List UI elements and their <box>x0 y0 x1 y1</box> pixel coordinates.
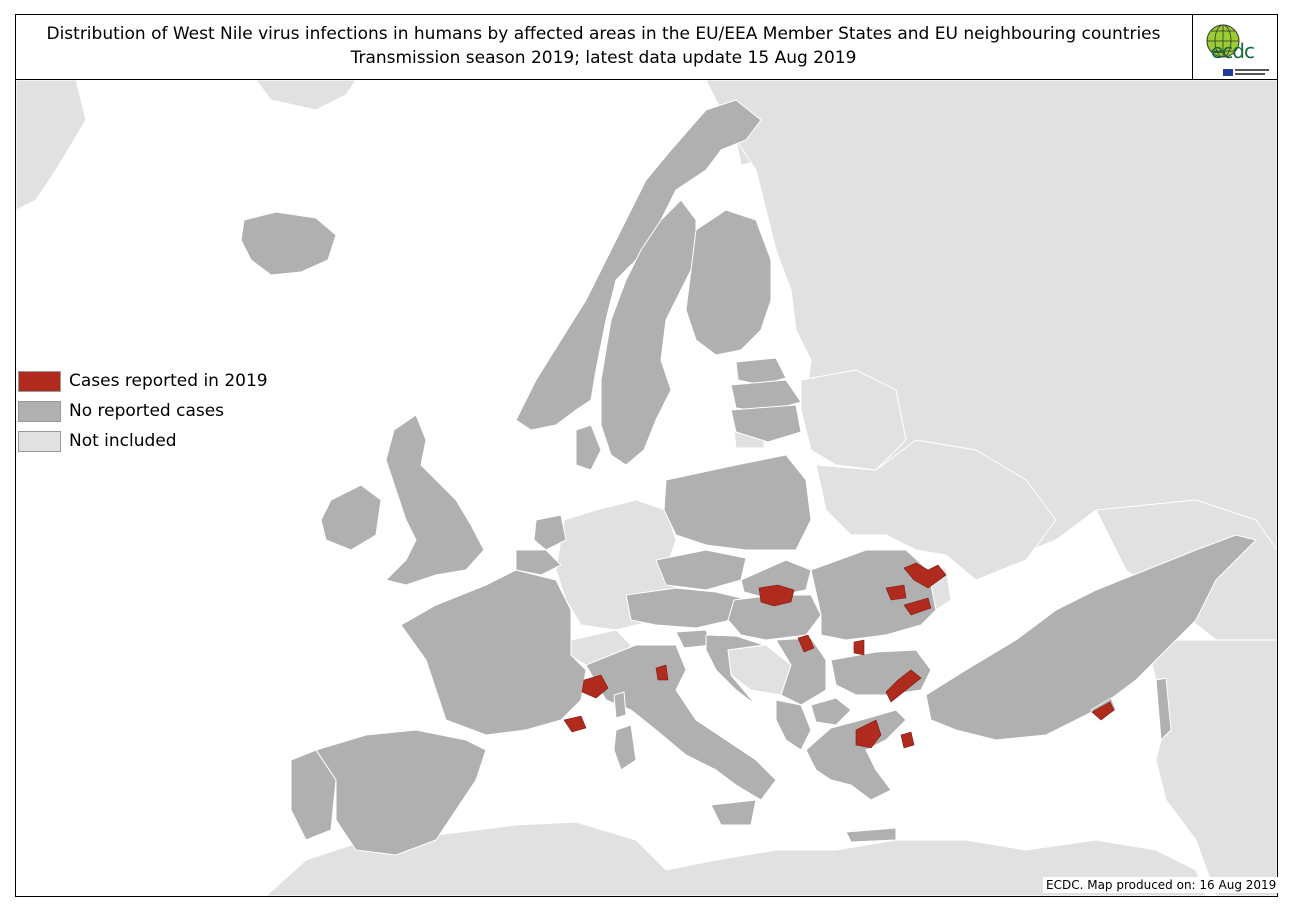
portugal <box>290 749 337 841</box>
united-kingdom <box>385 414 485 586</box>
affected-area-greece-central <box>900 731 915 749</box>
greece <box>805 709 907 801</box>
romania <box>810 549 937 641</box>
norway <box>515 99 762 431</box>
title-box: Distribution of West Nile virus infectio… <box>16 15 1191 79</box>
legend-item-no-cases: No reported cases <box>18 399 278 423</box>
sweden <box>600 199 697 466</box>
affected-area-greece-north <box>855 719 882 749</box>
lithuania <box>730 404 802 443</box>
affected-area-cyprus <box>1091 701 1115 721</box>
affected-area-italy <box>655 664 669 681</box>
legend-item-cases: Cases reported in 2019 <box>18 369 278 393</box>
affected-area-romania-east <box>903 562 947 589</box>
montenegro-albania <box>775 699 812 751</box>
map-header: Distribution of West Nile virus infectio… <box>15 14 1278 80</box>
ecdc-globe-logo-icon <box>1206 24 1269 76</box>
italy <box>585 644 777 801</box>
legend-swatch-not-included <box>18 431 61 452</box>
france <box>400 569 587 736</box>
poland <box>663 454 812 551</box>
affected-area-romania-south <box>885 584 907 601</box>
legend-label-no-cases: No reported cases <box>69 401 225 421</box>
map-area: Cases reported in 2019 No reported cases… <box>16 80 1277 896</box>
iceland <box>240 211 337 276</box>
denmark <box>575 424 602 471</box>
bulgaria <box>830 649 932 696</box>
legend-label-cases: Cases reported in 2019 <box>69 371 268 391</box>
belgium <box>515 549 562 576</box>
europe-map <box>16 80 1277 896</box>
crete <box>845 827 897 843</box>
austria <box>625 587 742 629</box>
sicily <box>710 799 757 826</box>
slovakia <box>740 559 812 599</box>
map-subtitle: Transmission season 2019; latest data up… <box>350 48 857 68</box>
legend-label-not-included: Not included <box>69 431 177 451</box>
affected-area-romania-southeast <box>903 597 932 616</box>
affected-area-france-alps <box>581 674 609 699</box>
spain <box>315 729 487 856</box>
turkey <box>925 534 1257 741</box>
north-macedonia <box>810 697 852 726</box>
ireland <box>320 484 382 551</box>
sardinia <box>613 724 637 771</box>
greenland-region <box>16 80 357 211</box>
map-title: Distribution of West Nile virus infectio… <box>46 24 1161 44</box>
croatia <box>705 634 765 706</box>
affected-area-france-south <box>563 715 587 733</box>
affected-area-serbia-east <box>853 639 865 656</box>
map-credit: ECDC. Map produced on: 16 Aug 2019 <box>1043 877 1280 893</box>
finland <box>685 209 772 356</box>
affected-area-hungary <box>758 584 795 607</box>
affected-area-bulgaria <box>885 669 922 703</box>
ecdc-wordmark: ecdc <box>1211 39 1255 63</box>
ukraine-region <box>815 439 1057 581</box>
ecdc-logo: ecdc <box>1192 15 1277 79</box>
legend-swatch-cases <box>18 371 61 392</box>
serbia <box>775 637 827 706</box>
legend-item-not-included: Not included <box>18 429 278 453</box>
affected-area-serbia-north <box>797 634 815 653</box>
netherlands <box>533 514 567 551</box>
corsica <box>613 691 627 719</box>
legend-swatch-no-cases <box>18 401 61 422</box>
israel <box>1155 677 1172 741</box>
